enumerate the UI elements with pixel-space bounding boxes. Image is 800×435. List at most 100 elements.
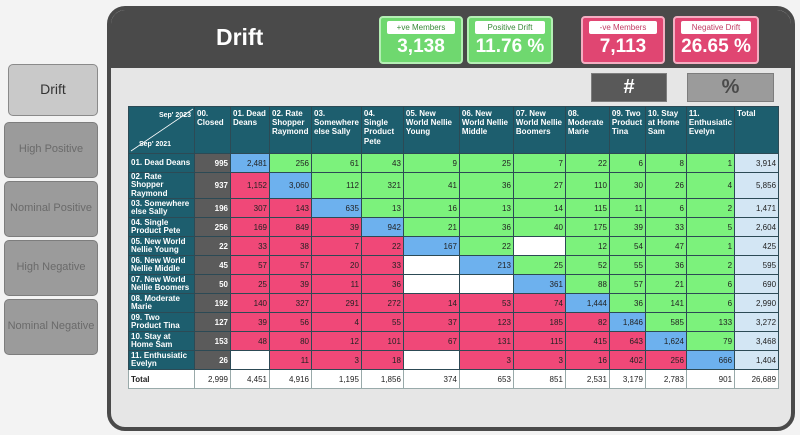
matrix-cell[interactable]: 153	[194, 331, 231, 352]
matrix-cell[interactable]: 131	[458, 331, 514, 352]
matrix-cell[interactable]: 36	[360, 274, 404, 295]
matrix-cell[interactable]: 33	[644, 217, 687, 238]
column-header[interactable]: 05. New World Nellie Young	[402, 106, 460, 154]
matrix-cell[interactable]: 22	[564, 153, 610, 173]
matrix-cell[interactable]: 14	[512, 198, 566, 219]
matrix-cell[interactable]: 50	[194, 274, 231, 295]
matrix-cell[interactable]: 16	[564, 350, 610, 371]
matrix-cell[interactable]: 12	[564, 236, 610, 257]
matrix-cell[interactable]: 11	[269, 350, 312, 371]
matrix-cell[interactable]: 140	[230, 293, 270, 314]
matrix-cell[interactable]: 41	[402, 171, 460, 200]
matrix-cell[interactable]: 196	[194, 198, 231, 219]
matrix-cell[interactable]: 30	[608, 171, 646, 200]
matrix-cell[interactable]	[402, 255, 460, 276]
matrix-cell[interactable]: 22	[458, 236, 514, 257]
matrix-cell[interactable]: 3	[512, 350, 566, 371]
matrix-cell[interactable]: 7	[512, 153, 566, 173]
matrix-cell[interactable]: 291	[311, 293, 362, 314]
matrix-cell[interactable]: 80	[269, 331, 312, 352]
matrix-cell[interactable]: 256	[644, 350, 687, 371]
matrix-cell[interactable]: 213	[458, 255, 514, 276]
matrix-cell[interactable]: 307	[230, 198, 270, 219]
matrix-cell[interactable]: 1,846	[608, 312, 646, 333]
matrix-cell[interactable]: 643	[608, 331, 646, 352]
matrix-cell[interactable]: 1,404	[734, 350, 780, 371]
matrix-cell[interactable]: 13	[360, 198, 404, 219]
matrix-cell[interactable]: 2,481	[230, 153, 270, 173]
matrix-cell[interactable]: 57	[269, 255, 312, 276]
matrix-cell[interactable]: 1	[685, 153, 736, 173]
matrix-cell[interactable]: 110	[564, 171, 610, 200]
matrix-cell[interactable]: 1,152	[230, 171, 270, 200]
matrix-cell[interactable]: 143	[269, 198, 312, 219]
matrix-cell[interactable]: 25	[512, 255, 566, 276]
matrix-cell[interactable]: 45	[194, 255, 231, 276]
matrix-cell[interactable]: 1,624	[644, 331, 687, 352]
matrix-cell[interactable]: 16	[402, 198, 460, 219]
column-header[interactable]: Total	[734, 106, 780, 154]
matrix-cell[interactable]: 3,468	[734, 331, 780, 352]
matrix-cell[interactable]: 18	[360, 350, 404, 371]
matrix-cell[interactable]: 20	[311, 255, 362, 276]
matrix-cell[interactable]: 57	[608, 274, 646, 295]
matrix-cell[interactable]: 33	[230, 236, 270, 257]
matrix-cell[interactable]: 38	[269, 236, 312, 257]
matrix-cell[interactable]: 36	[458, 217, 514, 238]
tab-drift[interactable]: Drift	[8, 64, 98, 116]
matrix-cell[interactable]: 21	[402, 217, 460, 238]
matrix-cell[interactable]: 2	[685, 198, 736, 219]
matrix-cell[interactable]: 995	[194, 153, 231, 173]
matrix-cell[interactable]: 39	[230, 312, 270, 333]
matrix-cell[interactable]: 666	[685, 350, 736, 371]
matrix-cell[interactable]: 54	[608, 236, 646, 257]
matrix-cell[interactable]: 39	[608, 217, 646, 238]
matrix-cell[interactable]: 2,990	[734, 293, 780, 314]
matrix-cell[interactable]: 6	[685, 293, 736, 314]
column-header[interactable]: 06. New World Nellie Middle	[458, 106, 514, 154]
column-header[interactable]: 07. New World Nellie Boomers	[512, 106, 566, 154]
matrix-cell[interactable]: 12	[311, 331, 362, 352]
column-header[interactable]: 08. Moderate Marie	[564, 106, 610, 154]
matrix-cell[interactable]: 43	[360, 153, 404, 173]
matrix-cell[interactable]: 133	[685, 312, 736, 333]
percent-toggle-button[interactable]: %	[687, 73, 774, 102]
matrix-cell[interactable]: 3	[311, 350, 362, 371]
tab-nominal-positive[interactable]: Nominal Positive	[4, 181, 98, 237]
matrix-cell[interactable]: 690	[734, 274, 780, 295]
matrix-cell[interactable]: 39	[311, 217, 362, 238]
matrix-cell[interactable]: 47	[644, 236, 687, 257]
matrix-cell[interactable]: 9	[402, 153, 460, 173]
matrix-cell[interactable]: 7	[311, 236, 362, 257]
matrix-cell[interactable]: 36	[608, 293, 646, 314]
matrix-cell[interactable]: 52	[564, 255, 610, 276]
column-header[interactable]: 09. Two Product Tina	[608, 106, 646, 154]
matrix-cell[interactable]: 57	[230, 255, 270, 276]
matrix-cell[interactable]	[230, 350, 270, 371]
matrix-cell[interactable]: 115	[564, 198, 610, 219]
matrix-cell[interactable]: 585	[644, 312, 687, 333]
matrix-cell[interactable]: 40	[512, 217, 566, 238]
matrix-cell[interactable]: 53	[458, 293, 514, 314]
matrix-cell[interactable]: 61	[311, 153, 362, 173]
matrix-cell[interactable]: 256	[269, 153, 312, 173]
matrix-cell[interactable]: 402	[608, 350, 646, 371]
matrix-cell[interactable]	[512, 236, 566, 257]
matrix-cell[interactable]: 127	[194, 312, 231, 333]
matrix-cell[interactable]: 272	[360, 293, 404, 314]
matrix-cell[interactable]: 115	[512, 331, 566, 352]
matrix-cell[interactable]	[402, 274, 460, 295]
matrix-cell[interactable]: 112	[311, 171, 362, 200]
tab-high-negative[interactable]: High Negative	[4, 240, 98, 296]
matrix-cell[interactable]: 33	[360, 255, 404, 276]
matrix-cell[interactable]: 415	[564, 331, 610, 352]
tab-nominal-negative[interactable]: Nominal Negative	[4, 299, 98, 355]
column-header[interactable]: 02. Rate Shopper Raymond	[269, 106, 312, 154]
matrix-cell[interactable]: 101	[360, 331, 404, 352]
matrix-cell[interactable]: 27	[512, 171, 566, 200]
column-header[interactable]: 03. Somewhere else Sally	[311, 106, 362, 154]
matrix-cell[interactable]: 3,060	[269, 171, 312, 200]
matrix-cell[interactable]: 192	[194, 293, 231, 314]
column-header[interactable]: 04. Single Product Pete	[360, 106, 404, 154]
matrix-cell[interactable]: 25	[230, 274, 270, 295]
